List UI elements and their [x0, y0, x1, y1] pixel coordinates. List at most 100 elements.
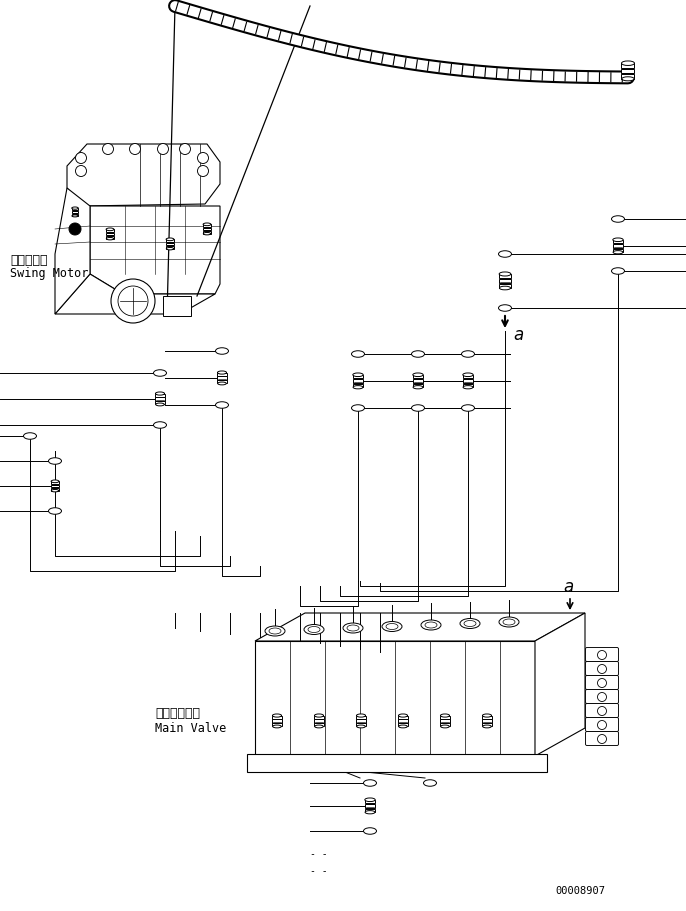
Ellipse shape	[72, 216, 78, 218]
Text: 旋回モータ: 旋回モータ	[10, 254, 47, 267]
Ellipse shape	[499, 287, 510, 291]
Ellipse shape	[203, 224, 211, 227]
Circle shape	[158, 144, 169, 156]
Ellipse shape	[308, 627, 320, 633]
Ellipse shape	[399, 714, 407, 717]
Bar	[622, 69, 635, 74]
Ellipse shape	[304, 625, 324, 635]
Ellipse shape	[440, 725, 449, 728]
Ellipse shape	[49, 508, 62, 515]
Bar	[365, 809, 375, 813]
Bar	[166, 243, 174, 246]
Bar	[399, 716, 407, 719]
Ellipse shape	[154, 423, 167, 429]
Ellipse shape	[413, 386, 423, 389]
Bar	[156, 398, 165, 401]
Bar	[72, 214, 78, 217]
Bar	[203, 225, 211, 228]
Bar	[365, 804, 375, 808]
Bar	[163, 297, 191, 317]
Bar	[156, 394, 165, 397]
Ellipse shape	[351, 352, 364, 358]
Ellipse shape	[611, 269, 624, 275]
Ellipse shape	[399, 725, 407, 728]
Bar	[217, 374, 226, 376]
Ellipse shape	[106, 238, 114, 241]
Bar	[106, 230, 114, 233]
Circle shape	[75, 167, 86, 178]
Bar	[413, 375, 423, 379]
Ellipse shape	[425, 622, 437, 629]
Ellipse shape	[464, 620, 476, 627]
Ellipse shape	[217, 372, 226, 374]
Ellipse shape	[353, 374, 363, 377]
FancyBboxPatch shape	[585, 690, 619, 703]
Bar	[106, 233, 114, 236]
Ellipse shape	[440, 714, 449, 717]
Ellipse shape	[499, 618, 519, 628]
Bar	[482, 716, 492, 719]
Bar	[357, 716, 366, 719]
Ellipse shape	[272, 714, 281, 717]
Ellipse shape	[353, 386, 363, 389]
Bar	[463, 380, 473, 384]
Ellipse shape	[51, 480, 59, 483]
Bar	[203, 231, 211, 234]
Circle shape	[598, 692, 606, 701]
Bar	[399, 720, 407, 722]
Ellipse shape	[386, 624, 398, 630]
Circle shape	[180, 144, 191, 156]
Circle shape	[598, 707, 606, 716]
Text: a: a	[513, 325, 523, 343]
Bar	[203, 229, 211, 231]
Circle shape	[598, 721, 606, 730]
FancyBboxPatch shape	[585, 661, 619, 676]
Ellipse shape	[463, 374, 473, 377]
Ellipse shape	[413, 374, 423, 377]
Bar	[613, 241, 623, 244]
Text: - -: - -	[310, 848, 328, 858]
Bar	[357, 723, 366, 727]
Polygon shape	[55, 275, 215, 314]
Bar	[353, 384, 363, 388]
FancyBboxPatch shape	[585, 732, 619, 746]
Bar	[440, 720, 449, 722]
Polygon shape	[255, 613, 585, 641]
Bar	[399, 723, 407, 727]
Bar	[314, 720, 324, 722]
Ellipse shape	[269, 629, 281, 634]
Bar	[482, 720, 492, 722]
Ellipse shape	[154, 371, 167, 377]
Ellipse shape	[423, 780, 436, 786]
Ellipse shape	[460, 619, 480, 629]
Bar	[72, 209, 78, 211]
FancyBboxPatch shape	[585, 703, 619, 718]
Ellipse shape	[613, 239, 623, 242]
Text: - -: - -	[310, 865, 328, 875]
Circle shape	[598, 650, 606, 660]
Ellipse shape	[462, 405, 475, 412]
Bar	[217, 377, 226, 380]
Ellipse shape	[412, 352, 425, 358]
Ellipse shape	[343, 623, 363, 633]
Ellipse shape	[272, 725, 281, 728]
Bar	[613, 245, 623, 249]
Circle shape	[598, 679, 606, 688]
Circle shape	[102, 144, 113, 156]
Circle shape	[69, 224, 81, 236]
Bar	[357, 720, 366, 722]
Ellipse shape	[347, 625, 359, 631]
Ellipse shape	[364, 780, 377, 786]
Ellipse shape	[503, 619, 515, 625]
Ellipse shape	[482, 714, 492, 717]
Bar	[353, 375, 363, 379]
Bar	[166, 247, 174, 250]
Polygon shape	[55, 189, 90, 314]
Bar	[622, 76, 635, 79]
Text: Main Valve: Main Valve	[155, 722, 226, 734]
Ellipse shape	[215, 348, 228, 355]
FancyBboxPatch shape	[585, 718, 619, 732]
FancyBboxPatch shape	[585, 648, 619, 661]
Circle shape	[198, 153, 209, 164]
Ellipse shape	[462, 352, 475, 358]
